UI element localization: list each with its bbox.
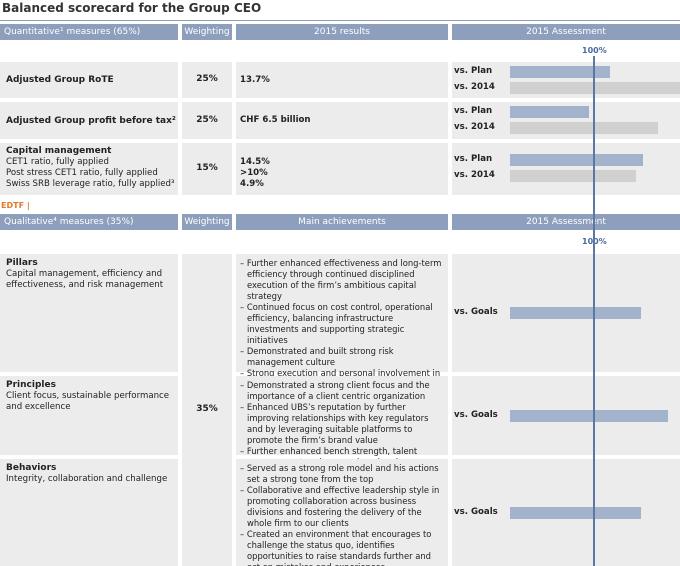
- assessment-bar: [510, 506, 642, 519]
- weighting: 25%: [196, 114, 218, 125]
- achievement: – Collaborative and effective leadership…: [240, 485, 440, 528]
- header-cell: Qualitative⁴ measures (35%): [0, 214, 178, 230]
- measure: Behaviors: [6, 463, 57, 473]
- achievements: – Further enhanced effectiveness and lon…: [240, 258, 446, 390]
- achievements: – Demonstrated a strong client focus and…: [240, 380, 446, 468]
- measure: Principles: [6, 380, 56, 390]
- achievement: – Demonstrated a strong client focus and…: [240, 380, 430, 401]
- result: 4.9%: [240, 178, 264, 189]
- header-cell: Quantitative¹ measures (65%): [0, 24, 178, 40]
- cell: [236, 143, 448, 195]
- header-cell: 2015 Assessment: [452, 24, 680, 40]
- scale-line: [593, 247, 595, 566]
- achievement: – Enhanced UBS’s reputation by further i…: [240, 402, 429, 445]
- edtf-tag: EDTF |: [1, 201, 30, 210]
- assessment-label: vs. Goals: [454, 506, 498, 517]
- header-cell: 2015 Assessment: [452, 214, 680, 230]
- weighting: 25%: [196, 74, 218, 84]
- cell: [236, 459, 448, 566]
- achievement: – Served as a strong role model and his …: [240, 463, 439, 484]
- result: >10%: [240, 167, 268, 178]
- assessment-label: vs. Goals: [454, 409, 498, 420]
- cell: [182, 62, 232, 98]
- result: 13.7%: [240, 74, 270, 85]
- header-cell: 2015 results: [236, 24, 448, 40]
- achievements: – Served as a strong role model and his …: [240, 463, 446, 566]
- result: 14.5%: [240, 156, 270, 167]
- assessment-bar: [510, 307, 642, 319]
- achievement: – Continued focus on cost control, opera…: [240, 302, 433, 345]
- assessment-bar: [510, 409, 668, 422]
- page-title: Balanced scorecard for the Group CEO: [2, 1, 262, 15]
- measure-detail: Swiss SRB leverage ratio, fully applied³: [6, 179, 175, 189]
- cell: [0, 102, 178, 139]
- cell: [452, 143, 680, 195]
- cell: [0, 143, 178, 195]
- header-cell: Main achievements: [236, 214, 448, 230]
- cell: [0, 459, 178, 566]
- weighting: 35%: [196, 404, 218, 414]
- assessment-label: vs. Plan: [454, 154, 493, 164]
- assessment-label: vs. Plan: [454, 106, 493, 116]
- assessment-label: vs. Goals: [454, 307, 498, 317]
- result: CHF 6.5 billion: [240, 115, 311, 125]
- title-rule: [0, 20, 680, 21]
- measure: Pillars: [6, 258, 38, 268]
- measure-detail: Post stress CET1 ratio, fully applied: [6, 168, 158, 178]
- assessment-label: vs. 2014: [454, 170, 495, 180]
- cell: [0, 376, 178, 455]
- assessment-bar: [510, 154, 643, 166]
- cell: [0, 254, 178, 372]
- measure: Capital management: [6, 146, 112, 156]
- header-cell: Weighting: [182, 214, 232, 230]
- weighting-cell: [182, 254, 232, 566]
- cell: [236, 62, 448, 98]
- assessment-label: vs. 2014: [454, 122, 495, 132]
- measure-detail: Client focus, sustainable performance an…: [6, 391, 170, 412]
- assessment-bar: [510, 170, 636, 182]
- achievement: – Demonstrated and built strong risk man…: [240, 346, 394, 367]
- measure-detail: CET1 ratio, fully applied: [6, 157, 109, 167]
- measure-detail: Integrity, collaboration and challenge: [6, 474, 168, 484]
- cell: [236, 376, 448, 455]
- cell: [182, 143, 232, 195]
- cell: [236, 102, 448, 139]
- cell: [0, 62, 178, 98]
- weighting: 15%: [196, 163, 218, 173]
- scale-label: 100%: [582, 46, 607, 55]
- cell: [182, 102, 232, 139]
- header-cell: Weighting: [182, 24, 232, 40]
- achievement: – Further enhanced effectiveness and lon…: [240, 258, 442, 301]
- cell: [236, 254, 448, 372]
- measure-detail: Capital management, efficiency and effec…: [6, 269, 164, 290]
- assessment-bar: [510, 66, 610, 78]
- measure: Adjusted Group profit before tax²: [6, 115, 176, 126]
- assessment-label: vs. Plan: [454, 66, 493, 76]
- assessment-bar: [510, 122, 658, 134]
- assessment-label: vs. 2014: [454, 82, 495, 92]
- measure: Adjusted Group RoTE: [6, 75, 114, 85]
- assessment-bar: [510, 106, 589, 118]
- achievement: – Created an environment that encourages…: [240, 529, 432, 566]
